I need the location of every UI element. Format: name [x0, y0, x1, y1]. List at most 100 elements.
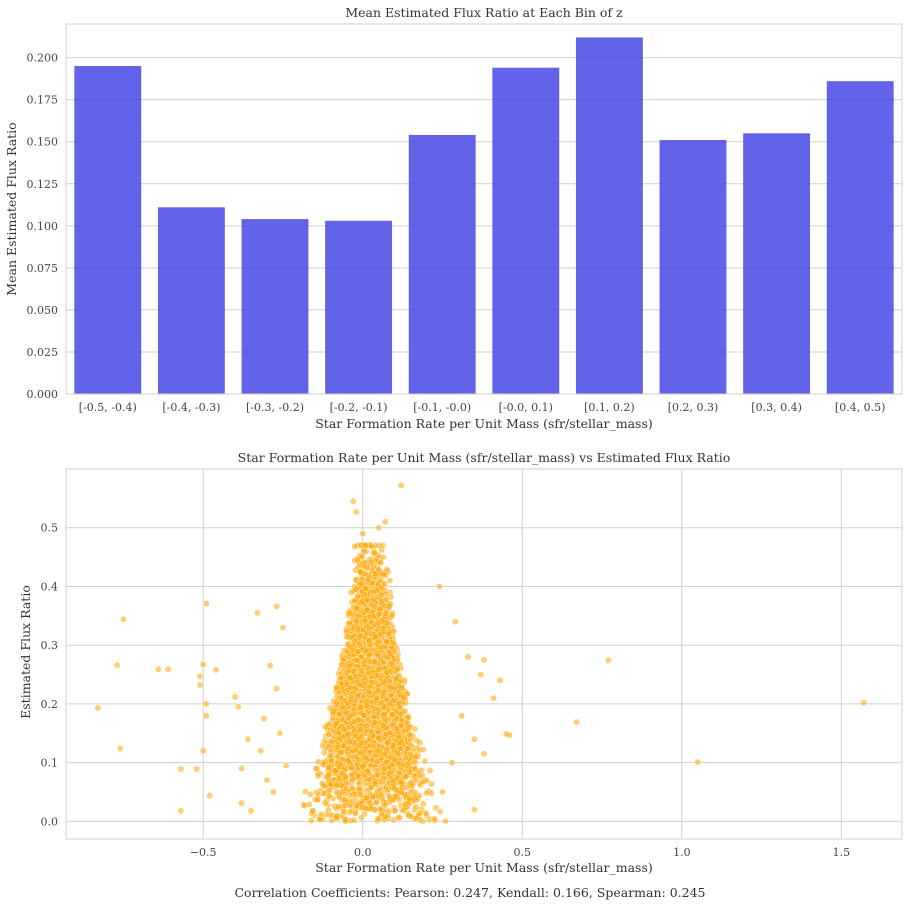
scatter-point — [412, 776, 420, 784]
scatter-point — [362, 542, 369, 549]
scatter-point — [398, 788, 405, 796]
scatter-series — [94, 482, 867, 825]
bar — [492, 67, 560, 395]
scatter-point — [375, 611, 382, 618]
scatter-point — [113, 661, 121, 669]
scatter-point — [371, 705, 379, 712]
bar-x-tick-label: [0.3, 0.4) — [751, 401, 802, 414]
scatter-point — [378, 699, 386, 706]
bar-x-tick-label: [-0.5, -0.4) — [79, 401, 137, 414]
scatter-point — [337, 760, 344, 768]
scatter-point — [403, 784, 410, 791]
scatter-point — [371, 549, 378, 557]
scatter-point — [352, 809, 359, 817]
scatter-point — [335, 729, 343, 737]
scatter-point — [279, 624, 287, 631]
scatter-point — [235, 703, 242, 711]
scatter-plot-frame — [65, 468, 903, 840]
scatter-point — [357, 704, 365, 712]
scatter-point — [369, 793, 377, 801]
scatter-point — [480, 656, 488, 664]
scatter-point — [312, 765, 320, 772]
scatter-point — [406, 750, 414, 758]
bar — [74, 66, 142, 394]
scatter-point — [458, 712, 465, 719]
bar — [659, 140, 727, 394]
scatter-point — [408, 782, 416, 789]
scatter-point — [379, 692, 387, 700]
scatter-point — [394, 749, 401, 757]
scatter-point — [177, 807, 185, 815]
scatter-point — [374, 686, 382, 694]
scatter-point — [391, 784, 398, 792]
bar-y-tick-label: 0.200 — [27, 52, 59, 65]
bar-y-tick-label: 0.175 — [27, 94, 59, 107]
bar-y-tick-label: 0.000 — [27, 388, 59, 401]
scatter-point — [340, 742, 348, 750]
scatter-point — [377, 577, 384, 585]
scatter-point — [273, 603, 280, 610]
scatter-point — [374, 652, 381, 659]
scatter-point — [341, 773, 349, 781]
scatter-point — [307, 791, 314, 798]
scatter-point — [372, 767, 380, 774]
bar — [408, 135, 476, 394]
scatter-x-tick-label: 0.0 — [354, 846, 372, 859]
scatter-point — [367, 805, 375, 813]
scatter-point — [363, 596, 371, 604]
scatter-point — [345, 610, 353, 617]
scatter-point — [238, 799, 245, 807]
scatter-point — [334, 743, 342, 751]
scatter-y-tick-label: 0.0 — [41, 815, 59, 828]
scatter-x-tick-label: 1.5 — [833, 846, 851, 859]
scatter-point — [396, 814, 403, 821]
scatter-point — [260, 715, 268, 722]
scatter-point — [361, 563, 368, 570]
scatter-point — [419, 778, 426, 786]
scatter-chart: 0.0 0.1 0.2 0.3 0.4 0.5 −0.5 0.0 0.5 1.0 1.5 Star… — [18, 450, 903, 875]
bar-x-tick-label: [-0.1, -0.0) — [413, 401, 471, 414]
scatter-point — [345, 757, 352, 764]
scatter-point — [316, 815, 324, 823]
scatter-point — [381, 518, 389, 526]
scatter-point — [348, 764, 356, 772]
scatter-point — [199, 661, 207, 668]
scatter-point — [390, 796, 397, 803]
scatter-point — [301, 788, 309, 795]
scatter-point — [366, 556, 373, 563]
scatter-point — [386, 577, 394, 584]
scatter-point — [346, 712, 354, 720]
scatter-point — [254, 609, 261, 617]
scatter-point — [371, 602, 378, 610]
scatter-point — [212, 666, 220, 674]
scatter-point — [364, 767, 371, 775]
scatter-point — [355, 756, 362, 764]
scatter-point — [346, 738, 353, 746]
scatter-point — [426, 767, 434, 774]
scatter-point — [448, 759, 456, 766]
scatter-point — [257, 747, 264, 755]
scatter-point — [388, 684, 395, 691]
scatter-point — [395, 733, 402, 741]
scatter-point — [480, 750, 488, 758]
scatter-point — [431, 815, 438, 823]
scatter-point — [388, 611, 396, 619]
scatter-point — [378, 810, 385, 818]
scatter-point — [428, 780, 435, 788]
scatter-point — [371, 570, 379, 577]
scatter-point — [325, 771, 332, 778]
scatter-point — [358, 580, 365, 588]
scatter-point — [244, 735, 252, 743]
scatter-point — [328, 817, 335, 824]
scatter-point — [353, 802, 360, 810]
bar-y-tick-label: 0.150 — [27, 136, 59, 149]
scatter-point — [359, 530, 367, 537]
scatter-point — [377, 791, 385, 799]
scatter-point — [349, 646, 357, 654]
scatter-point — [359, 553, 366, 560]
scatter-point — [406, 731, 414, 739]
scatter-point — [351, 543, 359, 550]
scatter-y-tick-labels: 0.0 0.1 0.2 0.3 0.4 0.5 — [41, 522, 59, 829]
scatter-point — [177, 765, 185, 773]
scatter-point — [379, 625, 387, 632]
